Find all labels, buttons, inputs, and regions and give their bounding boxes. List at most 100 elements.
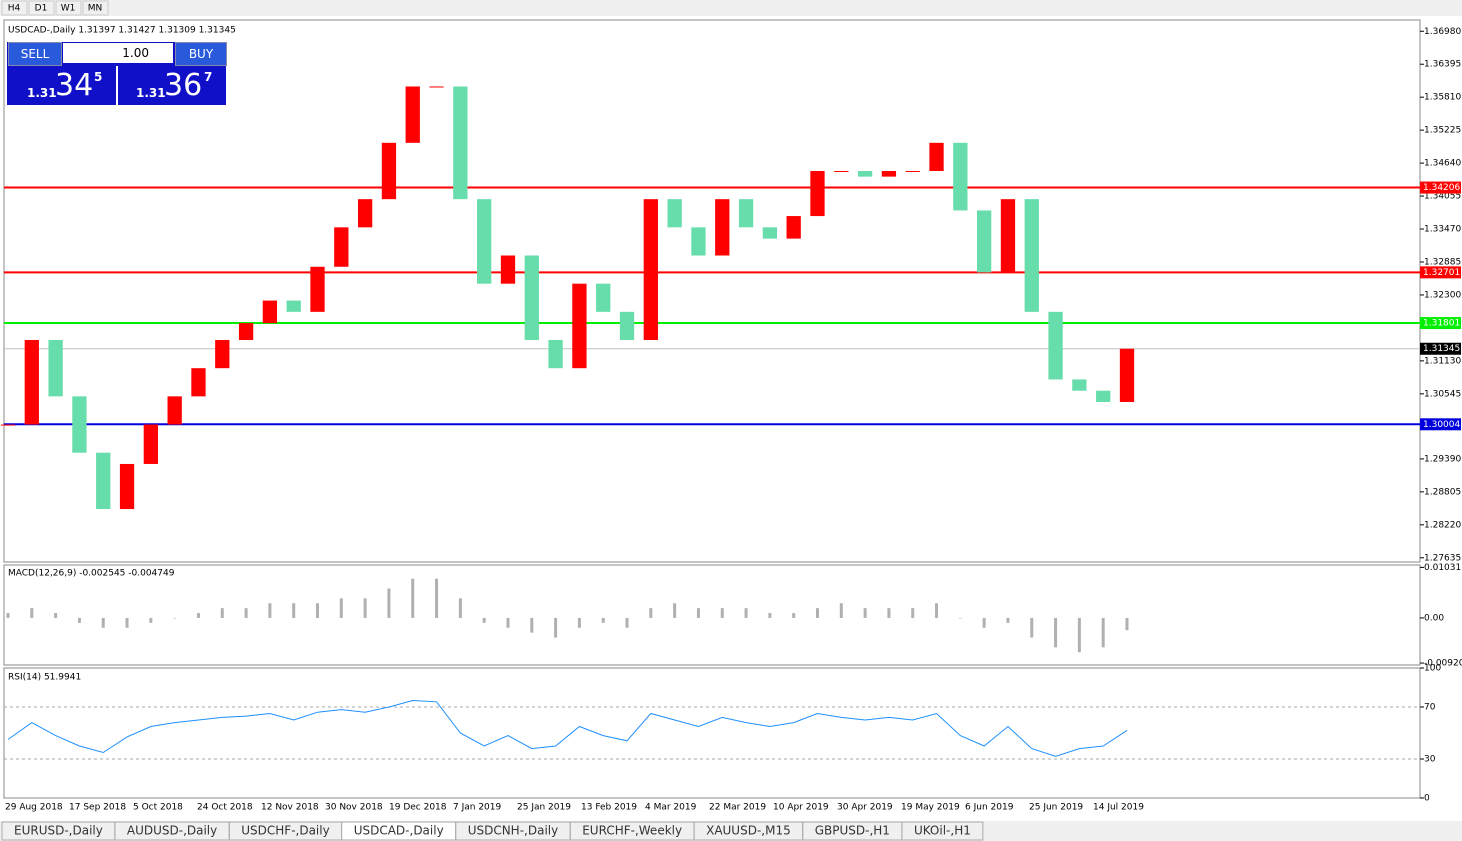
timeframe-button[interactable]: [28, 0, 55, 16]
symbol-tab-label[interactable]: EURCHF-,Weekly: [582, 824, 682, 838]
candle: [1048, 311, 1063, 380]
x-tick-label: 30 Nov 2018: [325, 803, 383, 813]
candle: [429, 86, 444, 88]
candle: [238, 323, 254, 341]
macd-bar: [1077, 617, 1081, 653]
x-tick-label: 17 Sep 2018: [69, 803, 126, 813]
macd-bar: [839, 603, 843, 618]
divider: [116, 66, 118, 105]
macd-pane: [3, 564, 1421, 666]
x-tick-label: 30 Apr 2019: [837, 803, 893, 813]
candle: [524, 255, 539, 341]
x-tick-label: 10 Apr 2019: [773, 803, 829, 813]
macd-bar: [411, 578, 415, 618]
candle: [167, 396, 182, 425]
candle: [48, 340, 63, 397]
symbol-tab-label[interactable]: AUDUSD-,Daily: [127, 824, 217, 838]
y-tick-label: 1.34640: [1424, 159, 1461, 169]
macd-bar: [101, 617, 105, 628]
macd-bar: [625, 617, 629, 628]
level-tag: [1420, 418, 1461, 431]
macd-bar: [458, 598, 462, 618]
level-tag: [1420, 266, 1461, 279]
timeframe-button[interactable]: [55, 0, 82, 16]
macd-bar: [958, 617, 962, 619]
candle: [905, 170, 920, 172]
macd-bar: [196, 613, 200, 618]
symbol-tab-label[interactable]: UKOil-,H1: [914, 824, 971, 838]
y-tick-label: 1.36980: [1424, 27, 1461, 37]
macd-bar: [887, 608, 891, 618]
macd-bar: [744, 608, 748, 618]
main-pane: [3, 19, 1421, 563]
symbol-tab-label[interactable]: USDCAD-,Daily: [354, 824, 444, 838]
x-tick-label: 25 Jun 2019: [1029, 803, 1083, 813]
x-tick-label: 29 Aug 2018: [5, 803, 63, 813]
level-label: 1.30004: [1423, 420, 1460, 430]
candle: [24, 340, 39, 425]
y-tick-label: -0.009203: [1424, 659, 1462, 669]
symbol-tab[interactable]: [901, 821, 984, 841]
x-tick-label: 7 Jan 2019: [453, 803, 501, 813]
symbol-tab-label[interactable]: USDCHF-,Daily: [241, 824, 329, 838]
y-tick-label: 0.00: [1424, 613, 1444, 623]
candle: [881, 170, 897, 177]
candle: [548, 340, 563, 369]
x-tick-label: 13 Feb 2019: [581, 803, 637, 813]
y-tick-label: 1.31130: [1424, 356, 1461, 366]
candle: [453, 86, 468, 200]
candle: [977, 210, 992, 273]
sell-fraction: 5: [94, 70, 103, 84]
candle: [215, 340, 230, 369]
macd-bar: [815, 608, 819, 618]
candle: [72, 396, 87, 453]
macd-bar: [387, 588, 391, 618]
macd-bar: [482, 617, 486, 623]
candle: [619, 311, 635, 341]
macd-bar: [982, 617, 986, 628]
y-tick-label: 1.29390: [1424, 454, 1461, 464]
macd-bar: [911, 608, 915, 618]
sell-pips: 34: [55, 68, 94, 103]
symbol-tab-label[interactable]: EURUSD-,Daily: [14, 824, 103, 838]
symbol-tab-label[interactable]: USDCNH-,Daily: [468, 824, 559, 838]
macd-bar: [506, 617, 510, 628]
macd-bar: [54, 613, 58, 618]
x-tick-label: 22 Mar 2019: [709, 803, 766, 813]
macd-bar: [1030, 617, 1034, 638]
y-tick-label: 1.27635: [1424, 553, 1461, 563]
candle: [762, 227, 778, 239]
candle: [596, 283, 611, 312]
timeframe-label: W1: [61, 4, 76, 14]
macd-bar: [1125, 617, 1129, 631]
candle: [667, 199, 682, 228]
level-label: 1.31345: [1423, 344, 1460, 354]
level-tag: [1420, 317, 1461, 330]
candle: [834, 170, 849, 172]
candle: [1096, 390, 1111, 402]
buy-button[interactable]: BUY: [175, 42, 227, 66]
timeframe-button[interactable]: [1, 0, 28, 16]
sell-button[interactable]: SELL: [8, 42, 62, 66]
candle: [405, 86, 420, 143]
macd-bar: [577, 617, 581, 628]
macd-bar: [935, 603, 939, 618]
timeframe-button[interactable]: [82, 0, 109, 16]
macd-bar: [720, 608, 724, 618]
symbol-tab-label[interactable]: XAUUSD-,M15: [706, 824, 791, 838]
x-tick-label: 4 Mar 2019: [645, 803, 697, 813]
candle: [310, 266, 325, 312]
macd-bar: [125, 617, 129, 628]
y-tick-label: 1.35225: [1424, 126, 1461, 136]
y-tick-label: 1.36395: [1424, 60, 1461, 70]
symbol-tab-label[interactable]: GBPUSD-,H1: [815, 824, 890, 838]
macd-bar: [673, 603, 677, 618]
lot-field[interactable]: 1.00: [63, 43, 173, 63]
y-tick-label: 0.010311: [1424, 563, 1462, 573]
candle: [857, 170, 873, 177]
buy-fraction: 7: [204, 70, 213, 84]
rsi-title: RSI(14) 51.9941: [8, 673, 81, 683]
rsi-pane: [3, 667, 1421, 799]
